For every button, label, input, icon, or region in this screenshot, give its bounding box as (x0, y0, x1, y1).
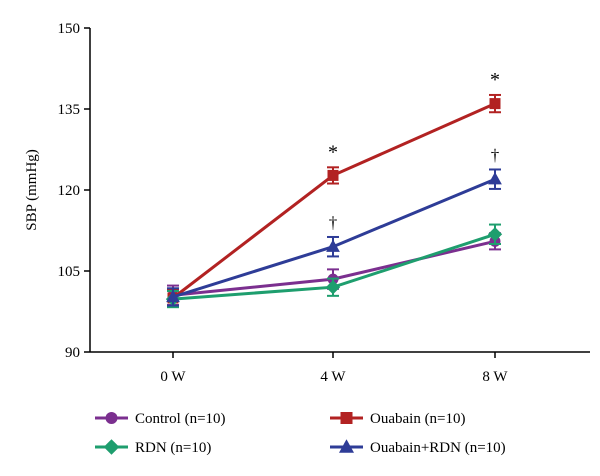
legend-marker (105, 412, 118, 424)
legend-label: RDN (n=10) (135, 440, 211, 456)
x-tick-label: 0 W (160, 369, 186, 385)
legend-label: Ouabain (n=10) (370, 411, 466, 427)
legend-marker (340, 412, 353, 424)
y-axis-label: SBP (mmHg) (24, 149, 40, 231)
y-tick-label: 90 (65, 345, 80, 361)
y-tick-label: 150 (58, 21, 81, 37)
data-point-ouabain-rdn-n-10 (326, 239, 340, 252)
y-tick-label: 105 (58, 264, 81, 280)
data-point-ouabain-n-10 (489, 98, 501, 110)
x-tick-label: 4 W (320, 369, 346, 385)
data-point-rdn-n-10 (487, 227, 503, 242)
significance-mark: † (329, 213, 338, 232)
y-tick-label: 120 (58, 183, 81, 199)
x-tick-label: 8 W (482, 369, 508, 385)
data-point-ouabain-rdn-n-10 (488, 172, 502, 185)
data-point-rdn-n-10 (325, 280, 341, 295)
significance-mark: * (490, 69, 500, 91)
legend-marker (339, 439, 354, 453)
y-tick-label: 135 (58, 102, 81, 118)
legend-label: Control (n=10) (135, 411, 226, 427)
legend-marker (103, 439, 120, 455)
legend-label: Ouabain+RDN (n=10) (370, 440, 506, 456)
data-point-ouabain-n-10 (327, 169, 339, 181)
data-point-ouabain-rdn-n-10 (166, 289, 180, 303)
significance-mark: * (328, 141, 338, 163)
significance-mark: † (491, 145, 500, 164)
